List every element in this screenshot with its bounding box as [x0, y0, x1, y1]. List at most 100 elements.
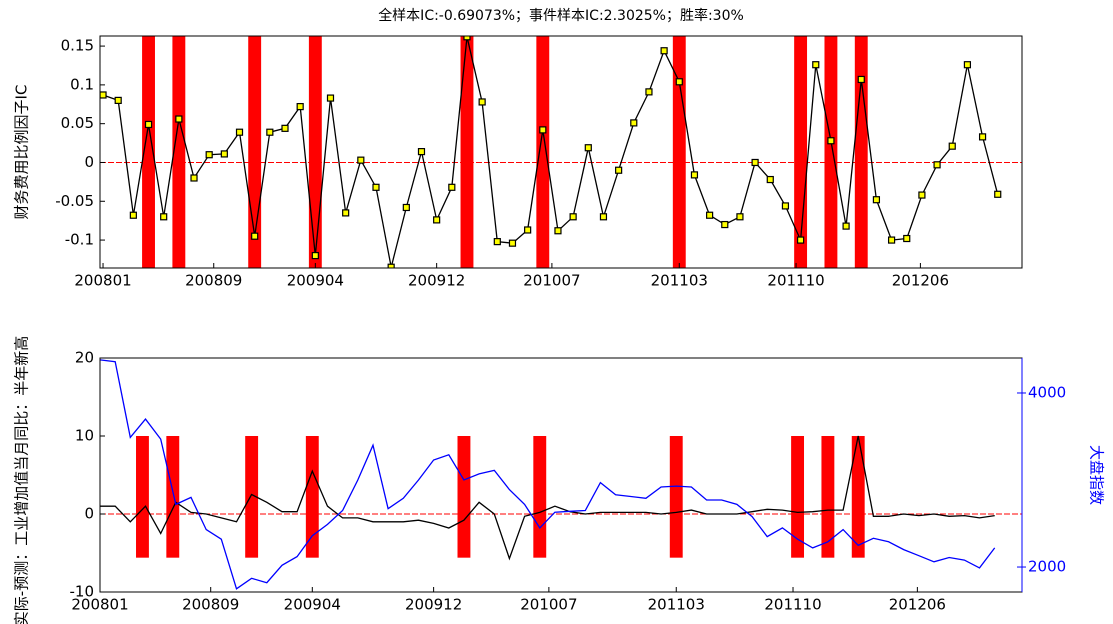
marker — [372, 183, 380, 191]
marker — [766, 175, 774, 184]
marker — [690, 171, 699, 179]
marker — [463, 36, 471, 41]
x-tick-label: 201110 — [767, 272, 824, 290]
event-bar — [457, 436, 471, 558]
x-tick-label: 201103 — [648, 596, 705, 614]
marker — [357, 156, 365, 164]
y-tick-label: 0.15 — [61, 37, 94, 55]
y-tick-label: 10 — [75, 427, 94, 445]
y-tick-label: -10 — [70, 583, 95, 601]
marker — [311, 251, 319, 260]
marker — [918, 191, 926, 199]
event-bar — [824, 36, 838, 268]
marker — [190, 174, 198, 182]
marker — [266, 128, 274, 136]
marker — [963, 61, 972, 69]
x-tick-label: 200809 — [182, 596, 239, 614]
event-bar — [245, 436, 259, 558]
marker — [933, 161, 941, 169]
marker — [569, 213, 577, 221]
marker — [796, 236, 805, 244]
x-tick-label: 200912 — [405, 596, 462, 614]
marker — [827, 137, 835, 145]
x-tick-label: 201007 — [523, 272, 580, 290]
marker — [160, 213, 168, 221]
event-bar — [305, 436, 319, 558]
event-bar — [142, 36, 155, 268]
marker — [387, 263, 395, 268]
marker — [615, 166, 623, 174]
marker — [781, 202, 790, 210]
marker — [978, 133, 987, 141]
y-axis-label: 财务费用比例因子IC — [13, 85, 31, 220]
axes-frame — [99, 35, 1023, 269]
marker — [599, 213, 608, 221]
x-tick-label: 200904 — [284, 596, 341, 614]
marker — [751, 158, 759, 167]
marker — [706, 211, 714, 219]
marker — [281, 124, 289, 132]
marker — [417, 148, 426, 156]
marker — [721, 220, 729, 229]
event-bar — [172, 36, 186, 268]
marker — [220, 150, 228, 158]
marker — [994, 190, 1002, 198]
marker — [903, 234, 911, 243]
event-bar — [308, 36, 322, 268]
event-bar — [136, 436, 149, 558]
marker — [887, 236, 896, 244]
y-tick-label: 0.05 — [61, 114, 94, 132]
marker — [251, 232, 259, 240]
marker — [296, 103, 304, 111]
x-tick-label: 200912 — [408, 272, 465, 290]
marker — [448, 183, 456, 191]
x-tick-label: 200904 — [287, 272, 344, 290]
marker — [100, 91, 107, 99]
plot-area — [100, 36, 1022, 268]
marker — [235, 128, 244, 136]
marker — [144, 120, 153, 129]
event-bar — [821, 436, 835, 558]
marker — [857, 75, 865, 84]
x-tick-label: 200809 — [185, 272, 242, 290]
marker — [175, 115, 183, 123]
y-tick-label: -0.05 — [55, 192, 94, 210]
x-tick-label: 201206 — [892, 272, 949, 290]
marker — [675, 78, 683, 86]
marker — [129, 211, 137, 219]
y-tick-label: 20 — [75, 349, 94, 367]
y-tick-label: 0 — [84, 505, 94, 523]
marker — [872, 196, 881, 204]
event-bar — [672, 36, 686, 268]
x-tick-label: 201007 — [520, 596, 577, 614]
x-tick-label: 200801 — [71, 596, 128, 614]
marker — [812, 61, 820, 69]
event-bar — [791, 436, 805, 558]
event-bar — [460, 36, 474, 268]
y-tick-label: 0 — [84, 153, 94, 171]
event-bar — [166, 436, 180, 558]
marker — [736, 213, 744, 221]
marker — [645, 88, 653, 96]
data-line — [100, 359, 996, 590]
marker — [342, 209, 350, 217]
data-line — [102, 36, 999, 268]
x-tick-label: 201206 — [889, 596, 946, 614]
y-axis-label: 实际-预测：工业增加值当月同比：半年新高 — [13, 336, 31, 624]
data-line — [100, 435, 995, 561]
event-bar — [536, 36, 550, 268]
chart-title: 全样本IC:-0.69073%；事件样本IC:2.3025%；胜率:30% — [378, 7, 744, 24]
marker — [948, 142, 956, 150]
marker — [433, 216, 441, 224]
marker — [584, 144, 592, 152]
marker — [630, 119, 638, 127]
y2-axis-label: 大盘指数 — [1088, 445, 1106, 505]
marker — [326, 94, 335, 102]
marker — [508, 239, 517, 247]
y-tick-label: -0.1 — [65, 231, 94, 249]
marker — [402, 203, 410, 212]
event-bar — [851, 436, 865, 558]
marker — [205, 151, 213, 159]
